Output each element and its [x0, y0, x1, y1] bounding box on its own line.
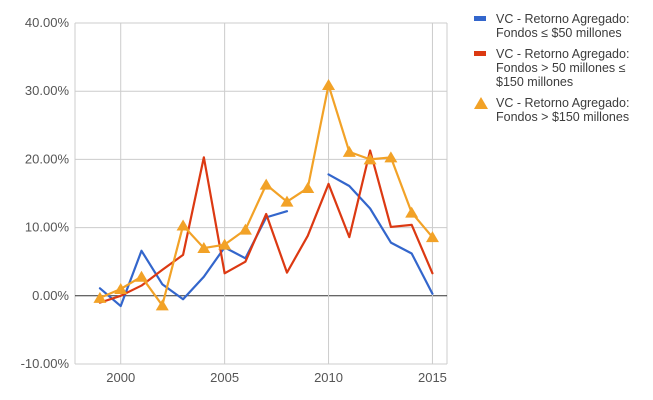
triangle-marker [135, 270, 148, 282]
legend-label: VC - Retorno Agregado: Fondos > 50 millo… [496, 47, 630, 89]
y-tick-label: -10.00% [21, 356, 70, 371]
x-tick-label: 2010 [314, 370, 343, 385]
triangle-marker [259, 178, 273, 190]
series-line-1 [98, 149, 434, 304]
triangle-marker [114, 282, 128, 294]
legend-swatch-red [474, 51, 486, 56]
triangle-marker [322, 79, 336, 91]
legend-label: VC - Retorno Agregado: Fondos > $150 mil… [496, 96, 630, 124]
x-tick-label: 2000 [106, 370, 135, 385]
x-tick-label: 2005 [210, 370, 239, 385]
triangle-marker [425, 231, 439, 243]
y-tick-label: 20.00% [25, 151, 70, 166]
markers [93, 79, 439, 311]
legend-swatch-blue [474, 16, 486, 21]
triangle-marker [218, 238, 232, 250]
triangle-marker [176, 219, 190, 231]
legend: VC - Retorno Agregado: Fondos ≤ $50 mill… [474, 12, 649, 131]
legend-label: VC - Retorno Agregado: Fondos ≤ $50 mill… [496, 12, 630, 40]
triangle-marker [238, 223, 252, 235]
y-tick-label: 10.00% [25, 220, 70, 235]
legend-item-mid-funds: VC - Retorno Agregado: Fondos > 50 millo… [474, 47, 649, 89]
triangle-marker [93, 291, 107, 303]
triangle-marker [342, 145, 356, 157]
y-tick-label: 40.00% [25, 15, 70, 30]
triangle-marker [363, 153, 377, 165]
triangle-marker [405, 206, 419, 218]
triangle-marker [384, 151, 398, 163]
triangle-marker [280, 195, 294, 207]
legend-item-large-funds: VC - Retorno Agregado: Fondos > $150 mil… [474, 96, 649, 124]
y-tick-label: 0.00% [32, 288, 69, 303]
x-tick-label: 2015 [418, 370, 447, 385]
y-tick-label: 30.00% [25, 83, 70, 98]
triangle-marker [155, 299, 169, 311]
axes: -10.00% 0.00% 10.00% 20.00% 30.00% 40.00% 2000… [21, 15, 447, 385]
legend-triangle-icon [474, 97, 488, 109]
legend-item-small-funds: VC - Retorno Agregado: Fondos ≤ $50 mill… [474, 12, 649, 40]
triangle-marker [301, 182, 315, 194]
triangle-marker [197, 242, 211, 254]
series [98, 83, 434, 308]
